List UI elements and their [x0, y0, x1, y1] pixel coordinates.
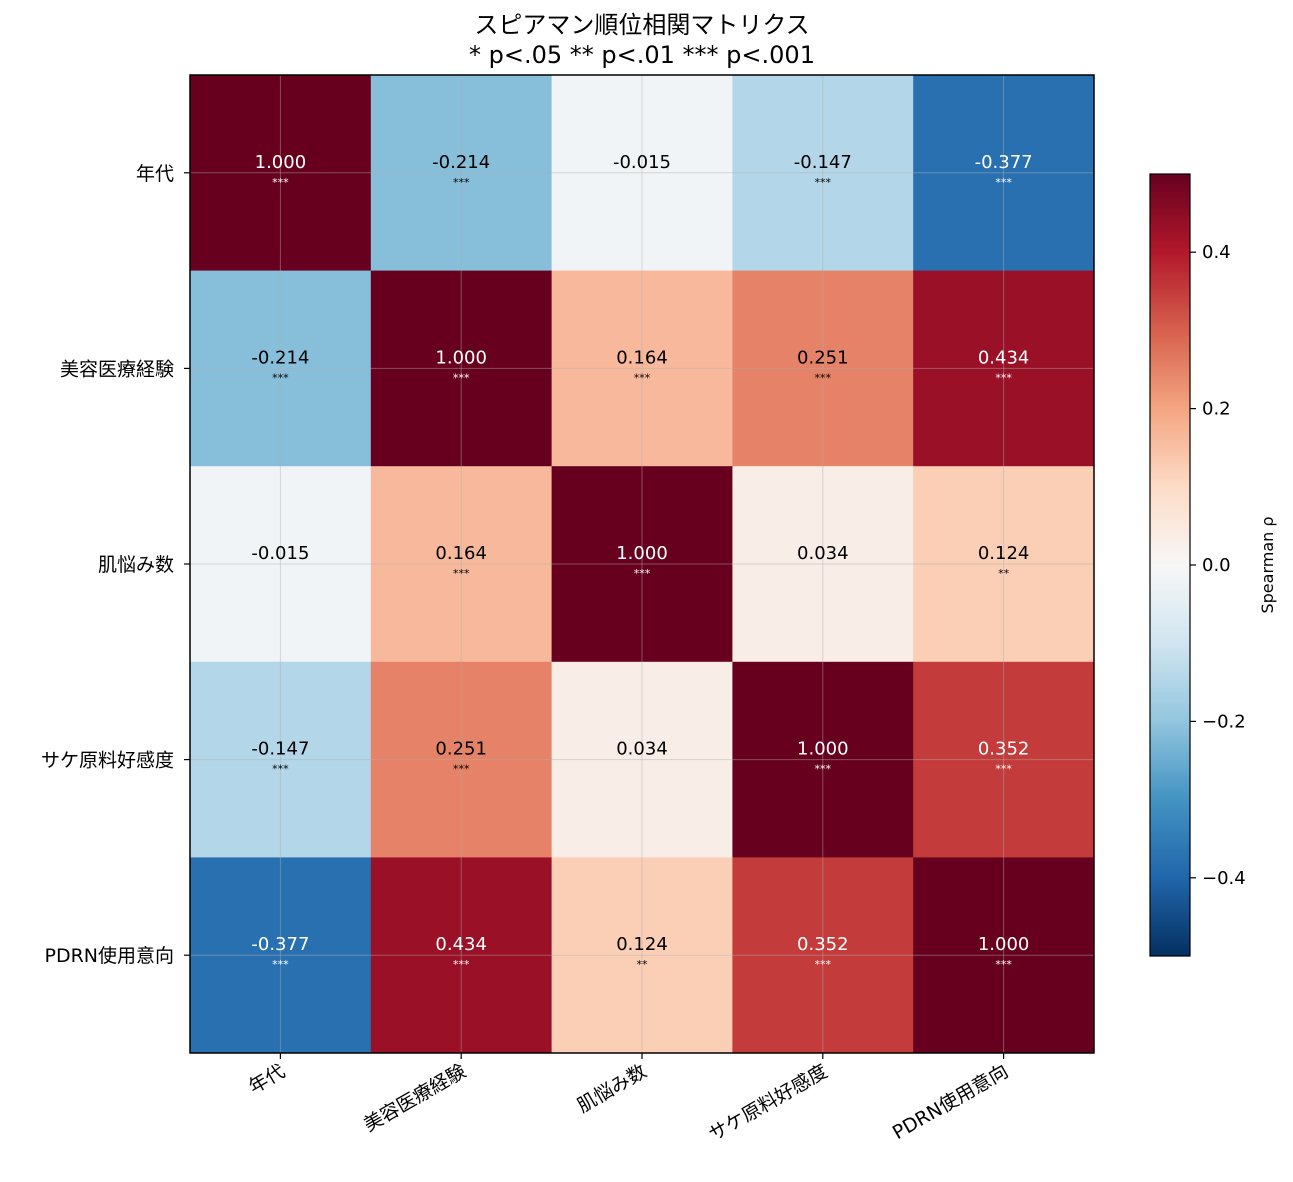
cell-value-label: 1.000 [978, 934, 1030, 955]
cell-significance-label: *** [995, 958, 1012, 971]
colorbar-gradient [1149, 173, 1191, 957]
heatmap-cell [551, 466, 733, 663]
heatmap-cell [190, 270, 372, 467]
heatmap-grid [190, 75, 1094, 1053]
cell-significance-label: ** [637, 958, 649, 971]
cell-significance-label: *** [272, 176, 289, 189]
cell-significance-label: *** [272, 763, 289, 776]
cell-value-label: 0.034 [797, 543, 849, 564]
heatmap-cell [551, 857, 733, 1054]
colorbar-tick-label: 0.2 [1202, 399, 1231, 420]
cell-value-label: 1.000 [255, 152, 307, 173]
heatmap-cell [732, 857, 914, 1054]
cell-value-label: -0.214 [251, 347, 309, 368]
cell-significance-label: *** [272, 371, 289, 384]
heatmap-cell [370, 75, 553, 272]
heatmap-cells [190, 75, 1095, 1054]
x-tick-label: 肌悩み数 [574, 1060, 651, 1117]
cell-significance-label: *** [634, 371, 651, 384]
heatmap-cell [732, 661, 914, 858]
x-axis: 年代 美容医療経験 肌悩み数 サケ原料好感度 PDRN使用意向 [245, 1053, 1012, 1146]
cell-value-label: -0.015 [251, 543, 309, 564]
cell-significance-label: *** [815, 763, 832, 776]
heatmap-cell [551, 270, 733, 467]
cell-value-label: 1.000 [616, 543, 668, 564]
cell-value-label: -0.377 [251, 934, 309, 955]
y-tick-label: 肌悩み数 [98, 554, 174, 576]
heatmap-cell [190, 75, 372, 272]
cell-significance-label: *** [453, 958, 470, 971]
heatmap-cell [551, 661, 733, 858]
cell-significance-label: *** [995, 176, 1012, 189]
heatmap-cell [913, 75, 1095, 272]
y-tick-label: サケ原料好感度 [41, 750, 174, 772]
cell-value-label: 0.434 [435, 934, 487, 955]
heatmap-cell [370, 466, 553, 663]
heatmap-cell [913, 270, 1095, 467]
cell-value-label: -0.147 [794, 152, 852, 173]
cell-value-label: -0.377 [975, 152, 1033, 173]
cell-value-label: 0.164 [616, 347, 668, 368]
heatmap-cell [190, 661, 372, 858]
cell-significance-label: *** [634, 567, 651, 580]
cell-value-label: 0.124 [978, 543, 1030, 564]
cell-significance-label: *** [815, 371, 832, 384]
colorbar-tick-label: −0.2 [1202, 711, 1246, 732]
y-tick-label: PDRN使用意向 [44, 945, 174, 967]
heatmap-cell [190, 466, 372, 663]
cell-value-label: -0.147 [251, 739, 309, 760]
heatmap-cell [732, 270, 914, 467]
heatmap-cell-labels: 1.000 *** -0.214 *** -0.015 -0.147 *** -0.377 **… [251, 152, 1032, 971]
x-tick-label: PDRN使用意向 [889, 1060, 1012, 1144]
cell-value-label: -0.015 [613, 152, 671, 173]
chart-title: スピアマン順位相関マトリクス [474, 11, 809, 39]
x-tick-label: 美容医療経験 [360, 1060, 470, 1136]
heatmap-cell [913, 466, 1095, 663]
heatmap-cell [913, 661, 1095, 858]
cell-value-label: 0.352 [978, 739, 1030, 760]
cell-value-label: 1.000 [435, 347, 487, 368]
heatmap-cell [732, 466, 914, 663]
colorbar-tick-label: −0.4 [1202, 868, 1246, 889]
heatmap-cell [370, 270, 553, 467]
heatmap-cell [370, 857, 553, 1054]
cell-value-label: 0.251 [797, 347, 849, 368]
cell-value-label: 0.352 [797, 934, 849, 955]
cell-significance-label: ** [998, 567, 1010, 580]
y-tick-label: 年代 [136, 163, 174, 185]
cell-value-label: 0.034 [616, 739, 668, 760]
heatmap-cell [190, 857, 372, 1054]
cell-significance-label: *** [453, 176, 470, 189]
cell-value-label: 0.164 [435, 543, 487, 564]
cell-significance-label: *** [995, 371, 1012, 384]
cell-value-label: -0.214 [432, 152, 490, 173]
heatmap-cell [732, 75, 914, 272]
cell-significance-label: *** [453, 371, 470, 384]
cell-significance-label: *** [453, 763, 470, 776]
cell-value-label: 0.434 [978, 347, 1030, 368]
x-tick-label: 年代 [245, 1060, 289, 1098]
cell-significance-label: *** [995, 763, 1012, 776]
cell-significance-label: *** [815, 958, 832, 971]
colorbar: −0.4 −0.2 0.0 0.2 0.4 Spearman ρ [1149, 173, 1277, 957]
heatmap-cell [913, 857, 1095, 1054]
cell-significance-label: *** [815, 176, 832, 189]
cell-value-label: 0.124 [616, 934, 668, 955]
colorbar-tick-label: 0.4 [1202, 242, 1231, 263]
cell-significance-label: *** [453, 567, 470, 580]
colorbar-ticks: −0.4 −0.2 0.0 0.2 0.4 [1190, 242, 1246, 889]
colorbar-label: Spearman ρ [1258, 516, 1277, 613]
cell-value-label: 0.251 [435, 739, 487, 760]
cell-value-label: 1.000 [797, 739, 849, 760]
cell-significance-label: *** [272, 958, 289, 971]
colorbar-tick-label: 0.0 [1202, 555, 1231, 576]
chart-subtitle: * p<.05 ** p<.01 *** p<.001 [469, 41, 815, 69]
heatmap-cell [551, 75, 733, 272]
y-tick-label: 美容医療経験 [60, 358, 174, 380]
heatmap-cell [370, 661, 553, 858]
x-tick-label: サケ原料好感度 [705, 1060, 831, 1146]
